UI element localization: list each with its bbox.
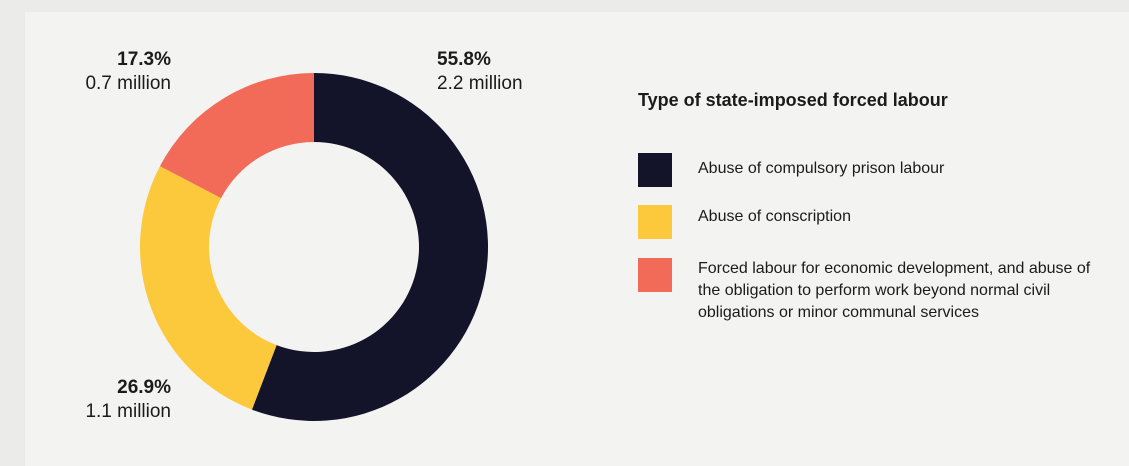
slice-prison-labour xyxy=(251,73,488,421)
legend-item-economic-development: Forced labour for economic development, … xyxy=(638,258,1098,324)
legend-item-prison-labour: Abuse of compulsory prison labour xyxy=(638,153,1098,187)
slice-label-conscription-value: 1.1 million xyxy=(85,401,171,422)
legend-label-economic-development: Forced labour for economic development, … xyxy=(698,260,1091,321)
callout-conscription: 26.9% 1.1 million xyxy=(40,376,171,424)
legend-item-conscription: Abuse of conscription xyxy=(638,205,1098,239)
slice-label-economic-development-percent: 17.3% xyxy=(117,49,171,70)
legend-title: Type of state-imposed forced labour xyxy=(638,90,948,110)
slice-label-prison-labour-value: 2.2 million xyxy=(437,73,523,94)
legend-label-conscription: Abuse of conscription xyxy=(698,208,851,225)
legend-swatch-prison-labour xyxy=(638,153,672,187)
callout-economic-development: 17.3% 0.7 million xyxy=(40,48,171,96)
callout-prison-labour: 55.8% 2.2 million xyxy=(437,48,523,96)
slice-label-conscription-percent: 26.9% xyxy=(117,377,171,398)
slice-label-prison-labour-percent: 55.8% xyxy=(437,49,491,70)
slice-label-economic-development-value: 0.7 million xyxy=(85,73,171,94)
legend-label-prison-labour: Abuse of compulsory prison labour xyxy=(698,160,945,177)
slice-economic-development xyxy=(159,73,314,199)
legend-swatch-conscription xyxy=(638,205,672,239)
legend-swatch-economic-development xyxy=(638,258,672,292)
slice-conscription xyxy=(139,166,277,410)
